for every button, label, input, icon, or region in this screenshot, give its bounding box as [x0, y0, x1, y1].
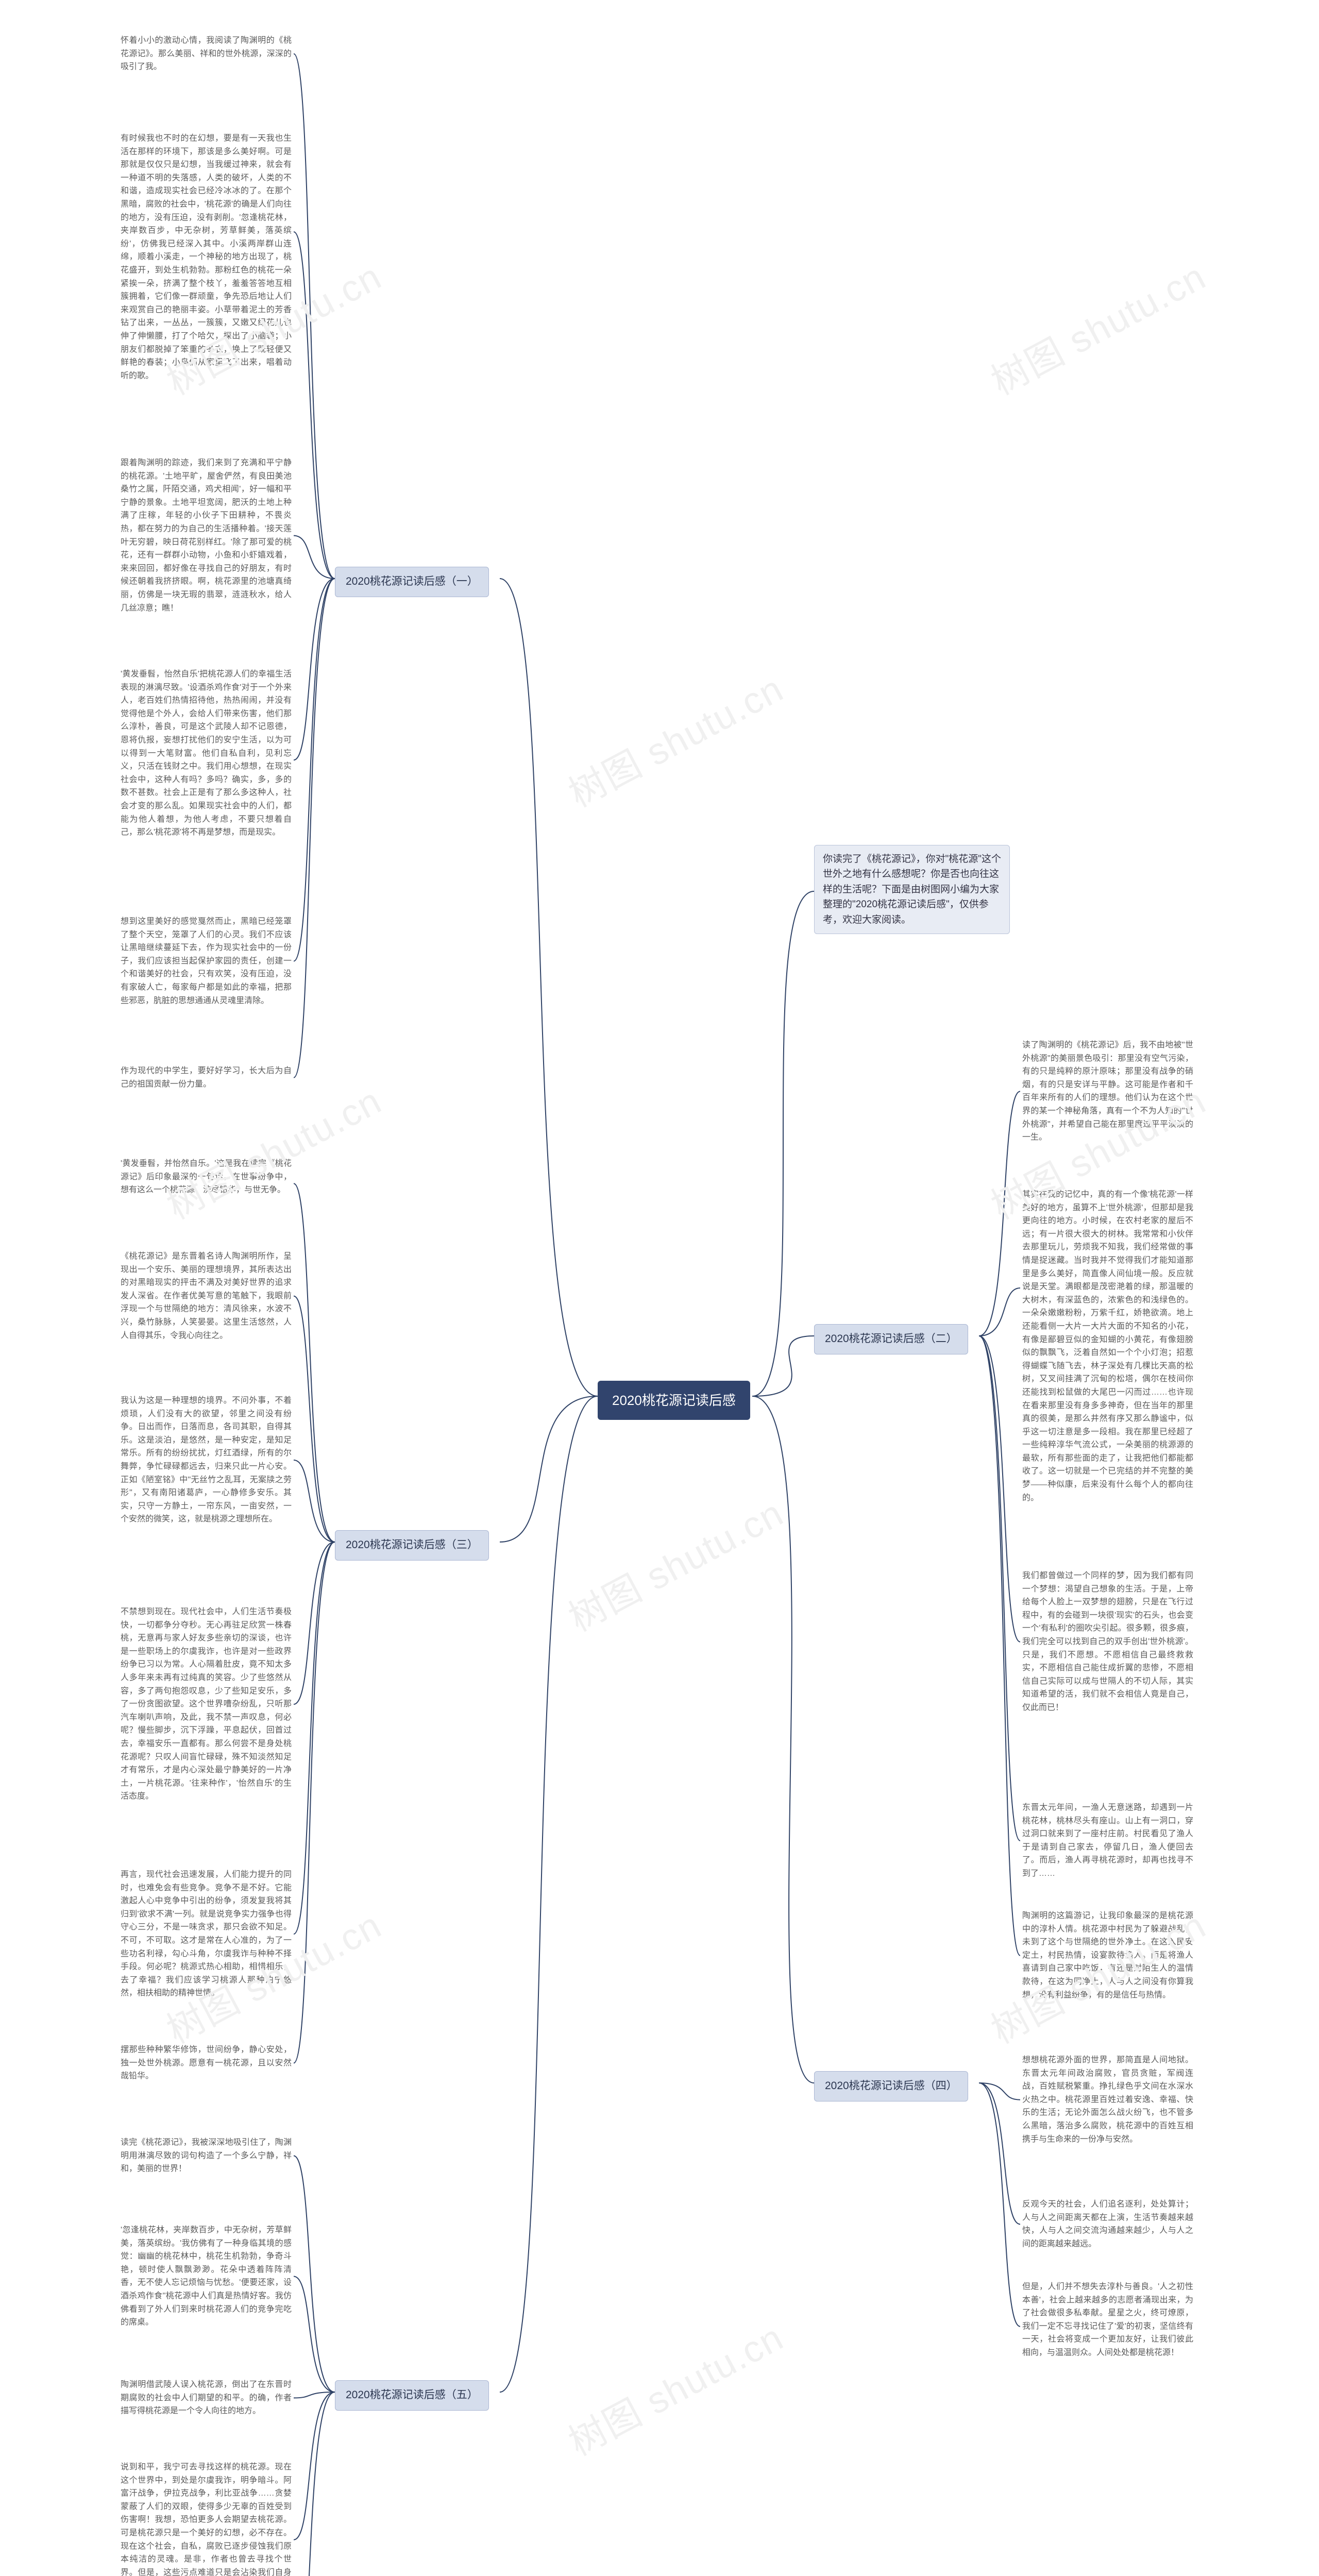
intro-node: 你读完了《桃花源记》，你对"桃花源"这个世外之地有什么感想呢？你是否也向往这样的…	[814, 845, 1010, 934]
leaf-node: 读了陶渊明的《桃花源记》后，我不由地被"世外桃源"的美丽景色吸引：那里没有空气污…	[1020, 1036, 1195, 1147]
leaf-node: 陶渊明的这篇游记，让我印象最深的是桃花源中的淳朴人情。桃花源中村民为了躲避战乱，…	[1020, 1906, 1195, 2005]
branch-node[interactable]: 2020桃花源记读后感（五）	[335, 2380, 489, 2411]
leaf-node: 东晋太元年间，一渔人无意迷路，却遇到一片桃花林，桃林尽头有座山。山上有一洞口，穿…	[1020, 1798, 1195, 1884]
leaf-node: 跟着陶渊明的踪迹，我们来到了充满和平宁静的桃花源。'土地平旷，屋舍俨然，有良田美…	[119, 453, 294, 618]
watermark: 树图 shutu.cn	[980, 247, 1214, 405]
watermark: 树图 shutu.cn	[557, 2308, 791, 2466]
watermark: 树图 shutu.cn	[557, 659, 791, 818]
leaf-node: '黄发垂髫，怡然自乐'把桃花源人们的幸福生活表现的淋漓尽致。'设酒杀鸡作食'对于…	[119, 665, 294, 842]
leaf-node: 读完《桃花源记》，我被深深地吸引住了，陶渊明用淋漓尽致的词句构造了一个多么宁静，…	[119, 2133, 294, 2179]
leaf-node: 有时候我也不时的在幻想，要是有一天我也生活在那样的环境下，那该是多么美好啊。可是…	[119, 129, 294, 385]
leaf-node: 我认为这是一种理想的境界。不问外事，不着烦琐，人们没有大的欲望，邻里之间没有纷争…	[119, 1391, 294, 1529]
leaf-node: 但是，人们并不想失去淳朴与善良。'人之初性本善'，社会上越来越多的志愿者涌现出来…	[1020, 2277, 1195, 2363]
leaf-node: 陶渊明借武陵人误入桃花源，倒出了在东晋时期腐败的社会中人们期望的和平。的确，作者…	[119, 2375, 294, 2421]
leaf-node: 想到这里美好的感觉戛然而止，黑暗已经笼罩了整个天空，笼罩了人们的心灵。我们不应该…	[119, 912, 294, 1010]
branch-node[interactable]: 2020桃花源记读后感（三）	[335, 1530, 489, 1561]
leaf-node: 摆那些种种繁华修饰，世间纷争，静心安处，独一处世外桃源。愿意有一桃花源，且以安然…	[119, 2040, 294, 2086]
leaf-node: 我们都曾做过一个同样的梦，因为我们都有同一个梦想：渴望自己想象的生活。于是，上帝…	[1020, 1566, 1195, 1718]
leaf-node: '黄发垂髫，并怡然自乐。'这是我在读完《桃花源记》后印象最深的一句话。在世事纷争…	[119, 1154, 294, 1200]
leaf-node: 反观今天的社会，人们追名逐利，处处算计；人与人之间距离天都在上演，生活节奏越来越…	[1020, 2195, 1195, 2253]
branch-node[interactable]: 2020桃花源记读后感（四）	[814, 2071, 968, 2102]
branch-node[interactable]: 2020桃花源记读后感（一）	[335, 567, 489, 597]
leaf-node: 作为现代的中学生，要好好学习，长大后为自己的祖国贡献一份力量。	[119, 1061, 294, 1094]
root-node[interactable]: 2020桃花源记读后感	[598, 1381, 750, 1420]
leaf-node: 想想桃花源外面的世界，那简直是人间地狱。东晋太元年间政治腐败，官员贪赃，军阀连战…	[1020, 2050, 1195, 2149]
watermark: 树图 shutu.cn	[557, 1483, 791, 1642]
leaf-node: 《桃花源记》是东晋着名诗人陶渊明所作，呈现出一个安乐、美丽的理想境界，其所表达出…	[119, 1247, 294, 1345]
leaf-node: 怀着小小的激动心情，我阅读了陶渊明的《桃花源记》。那么美丽、祥和的世外桃源，深深…	[119, 31, 294, 77]
watermark: 树图 shutu.cn	[156, 1071, 390, 1230]
leaf-node: 再言，现代社会迅速发展，人们能力提升的同时，也难免会有些竞争。竞争不是不好。它能…	[119, 1865, 294, 2003]
leaf-node: '忽逢桃花林，夹岸数百步，中无杂树，芳草鲜美，落英缤纷。'我仿佛有了一种身临其境…	[119, 2221, 294, 2332]
leaf-node: 说到和平，我宁可去寻找这样的桃花源。现在这个世界中，到处是尔虞我诈，明争暗斗。阿…	[119, 2458, 294, 2576]
leaf-node: 其实在我的记忆中，真的有一个像'桃花源'一样美好的地方，虽算不上'世外桃源'，但…	[1020, 1185, 1195, 1507]
leaf-node: 不禁想到现在。现代社会中，人们生活节奏极快，一切都争分夺秒。无心再驻足欣赏一株春…	[119, 1602, 294, 1806]
branch-node[interactable]: 2020桃花源记读后感（二）	[814, 1324, 968, 1354]
